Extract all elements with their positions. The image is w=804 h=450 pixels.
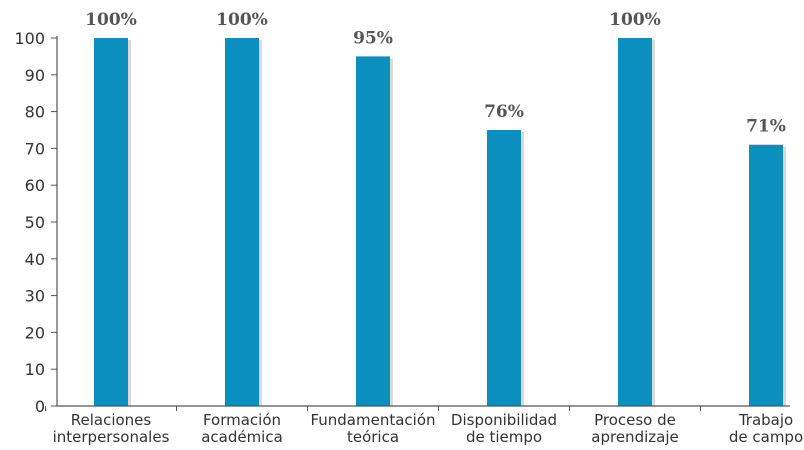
data-label: 76% xyxy=(484,102,524,122)
y-tick-label: 20 xyxy=(25,323,45,342)
bar xyxy=(618,38,652,406)
data-label: 100% xyxy=(85,10,137,30)
bar xyxy=(356,56,390,407)
y-tick-label: 50 xyxy=(25,213,45,232)
data-labels-group: 100% 100% 95% 76% 100% 71% xyxy=(85,10,786,137)
data-label: 95% xyxy=(353,28,393,48)
x-category-label: interpersonales xyxy=(53,428,170,446)
bar xyxy=(487,130,521,406)
y-tick-label: 100 xyxy=(14,29,45,48)
data-label: 100% xyxy=(216,10,268,30)
y-axis-ticks: 0 10 20 30 40 50 60 70 80 90 100 xyxy=(14,29,57,416)
x-category-label: Disponibilidad xyxy=(451,411,557,429)
bar xyxy=(94,38,128,406)
y-tick-label: 40 xyxy=(25,250,45,269)
x-category-label: Proceso de xyxy=(594,411,676,429)
x-category-label: teórica xyxy=(347,428,399,446)
y-tick-label: 30 xyxy=(25,287,45,306)
x-category-label: Fundamentación xyxy=(310,411,435,429)
y-tick-label: 80 xyxy=(25,103,45,122)
x-category-label: Trabajo xyxy=(738,411,793,429)
y-tick-label: 60 xyxy=(25,176,45,195)
data-label: 100% xyxy=(609,10,661,30)
y-tick-label: 10 xyxy=(25,360,45,379)
x-category-label: Relaciones xyxy=(71,411,152,429)
x-category-label: de campo xyxy=(729,428,803,446)
bar xyxy=(749,144,783,406)
data-label: 71% xyxy=(746,117,786,137)
x-category-label: académica xyxy=(201,428,283,446)
x-category-label: Formación xyxy=(203,411,281,429)
x-category-label: de tiempo xyxy=(466,428,542,446)
bars-group xyxy=(94,38,786,407)
x-category-label: aprendizaje xyxy=(591,428,678,446)
y-tick-label: 90 xyxy=(25,66,45,85)
y-tick-label: 0 xyxy=(35,397,45,416)
y-tick-label: 70 xyxy=(25,139,45,158)
bar xyxy=(225,38,259,406)
